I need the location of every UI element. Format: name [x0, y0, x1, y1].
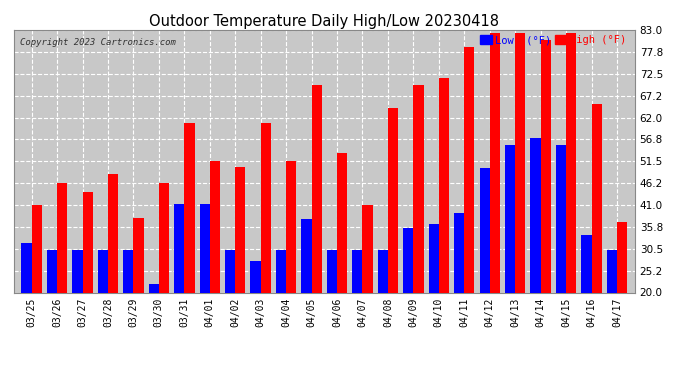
Bar [124, 250, 133, 292]
Bar [159, 183, 169, 292]
Bar [21, 243, 32, 292]
Bar [210, 161, 220, 292]
Bar [464, 46, 475, 292]
Bar [302, 219, 312, 292]
Bar [47, 250, 57, 292]
Text: Copyright 2023 Cartronics.com: Copyright 2023 Cartronics.com [20, 38, 176, 47]
Bar [541, 40, 551, 292]
Bar [607, 250, 617, 292]
Bar [490, 33, 500, 292]
Bar [261, 123, 271, 292]
Bar [505, 145, 515, 292]
Bar [312, 85, 322, 292]
Bar [276, 250, 286, 292]
Bar [72, 250, 83, 292]
Bar [439, 78, 449, 292]
Bar [337, 153, 347, 292]
Bar [388, 108, 398, 292]
Bar [566, 33, 576, 292]
Bar [377, 250, 388, 292]
Bar [362, 205, 373, 292]
Legend: Low  (°F), High (°F): Low (°F), High (°F) [480, 35, 627, 45]
Bar [353, 250, 362, 292]
Bar [515, 33, 525, 292]
Bar [174, 204, 184, 292]
Bar [428, 224, 439, 292]
Bar [199, 204, 210, 292]
Bar [591, 104, 602, 292]
Bar [327, 250, 337, 292]
Bar [582, 235, 591, 292]
Bar [480, 168, 490, 292]
Bar [454, 213, 464, 292]
Bar [133, 218, 144, 292]
Bar [148, 284, 159, 292]
Bar [403, 228, 413, 292]
Bar [617, 222, 627, 292]
Bar [57, 183, 67, 292]
Bar [108, 174, 118, 292]
Bar [225, 250, 235, 292]
Bar [83, 192, 92, 292]
Bar [98, 250, 108, 292]
Bar [286, 161, 296, 292]
Title: Outdoor Temperature Daily High/Low 20230418: Outdoor Temperature Daily High/Low 20230… [149, 14, 500, 29]
Bar [235, 166, 246, 292]
Bar [250, 261, 261, 292]
Bar [556, 145, 566, 292]
Bar [531, 138, 541, 292]
Bar [413, 85, 424, 292]
Bar [32, 205, 42, 292]
Bar [184, 123, 195, 292]
